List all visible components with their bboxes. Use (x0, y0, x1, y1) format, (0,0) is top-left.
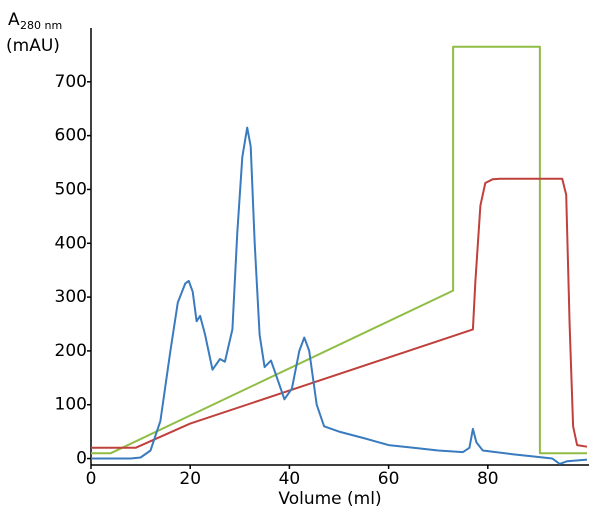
y-tick-label: 100 (55, 395, 87, 415)
x-tick-label: 0 (86, 469, 97, 489)
y-tick-label: 500 (55, 179, 87, 199)
y-tick-label: 700 (55, 72, 87, 92)
x-axis-label: Volume (ml) (278, 489, 381, 509)
data-line (91, 177, 588, 449)
data-line (91, 45, 587, 455)
y-tick-label: 200 (55, 341, 87, 361)
y-axis-label-main: A (8, 10, 20, 30)
x-tick-label: 40 (279, 469, 301, 489)
y-tick-label: 600 (55, 126, 87, 146)
x-tick-label: 20 (179, 469, 201, 489)
y-axis-label-subscript: 280 nm (20, 19, 62, 32)
y-tick-label: 400 (55, 233, 87, 253)
x-tick-label: 80 (477, 469, 499, 489)
y-tick-label: 0 (76, 449, 87, 469)
x-tick-label: 60 (378, 469, 400, 489)
data-line (91, 126, 588, 465)
y-tick-label: 300 (55, 287, 87, 307)
y-axis-label-unit: (mAU) (6, 36, 60, 56)
